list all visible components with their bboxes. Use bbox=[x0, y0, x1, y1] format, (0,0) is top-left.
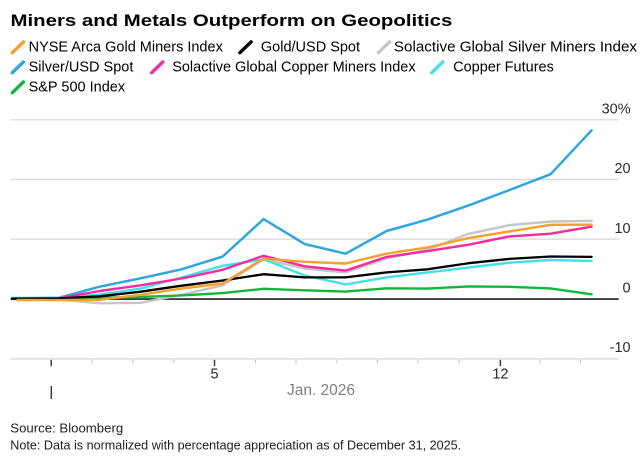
svg-text:20: 20 bbox=[614, 161, 630, 177]
svg-text:Solactive Global Copper Miners: Solactive Global Copper Miners Index bbox=[172, 59, 416, 75]
svg-text:Miners and Metals Outperform o: Miners and Metals Outperform on Geopolit… bbox=[11, 11, 453, 30]
svg-text:-10: -10 bbox=[610, 340, 631, 356]
svg-text:5: 5 bbox=[210, 366, 218, 382]
svg-text:S&P 500 Index: S&P 500 Index bbox=[29, 79, 126, 95]
svg-text:Note: Data is normalized with: Note: Data is normalized with percentage… bbox=[10, 438, 461, 452]
svg-text:12: 12 bbox=[492, 366, 508, 382]
svg-text:10: 10 bbox=[614, 221, 630, 237]
svg-text:30%: 30% bbox=[602, 101, 631, 117]
svg-text:Jan. 2026: Jan. 2026 bbox=[287, 382, 355, 399]
svg-text:0: 0 bbox=[623, 281, 631, 297]
svg-text:Source: Bloomberg: Source: Bloomberg bbox=[10, 420, 123, 435]
svg-text:Silver/USD Spot: Silver/USD Spot bbox=[29, 59, 134, 75]
svg-text:Solactive Global Silver Miners: Solactive Global Silver Miners Index bbox=[394, 38, 638, 55]
svg-text:Copper Futures: Copper Futures bbox=[453, 59, 554, 75]
svg-text:NYSE Arca Gold Miners Index: NYSE Arca Gold Miners Index bbox=[29, 39, 224, 55]
svg-text:Gold/USD Spot: Gold/USD Spot bbox=[261, 39, 360, 55]
